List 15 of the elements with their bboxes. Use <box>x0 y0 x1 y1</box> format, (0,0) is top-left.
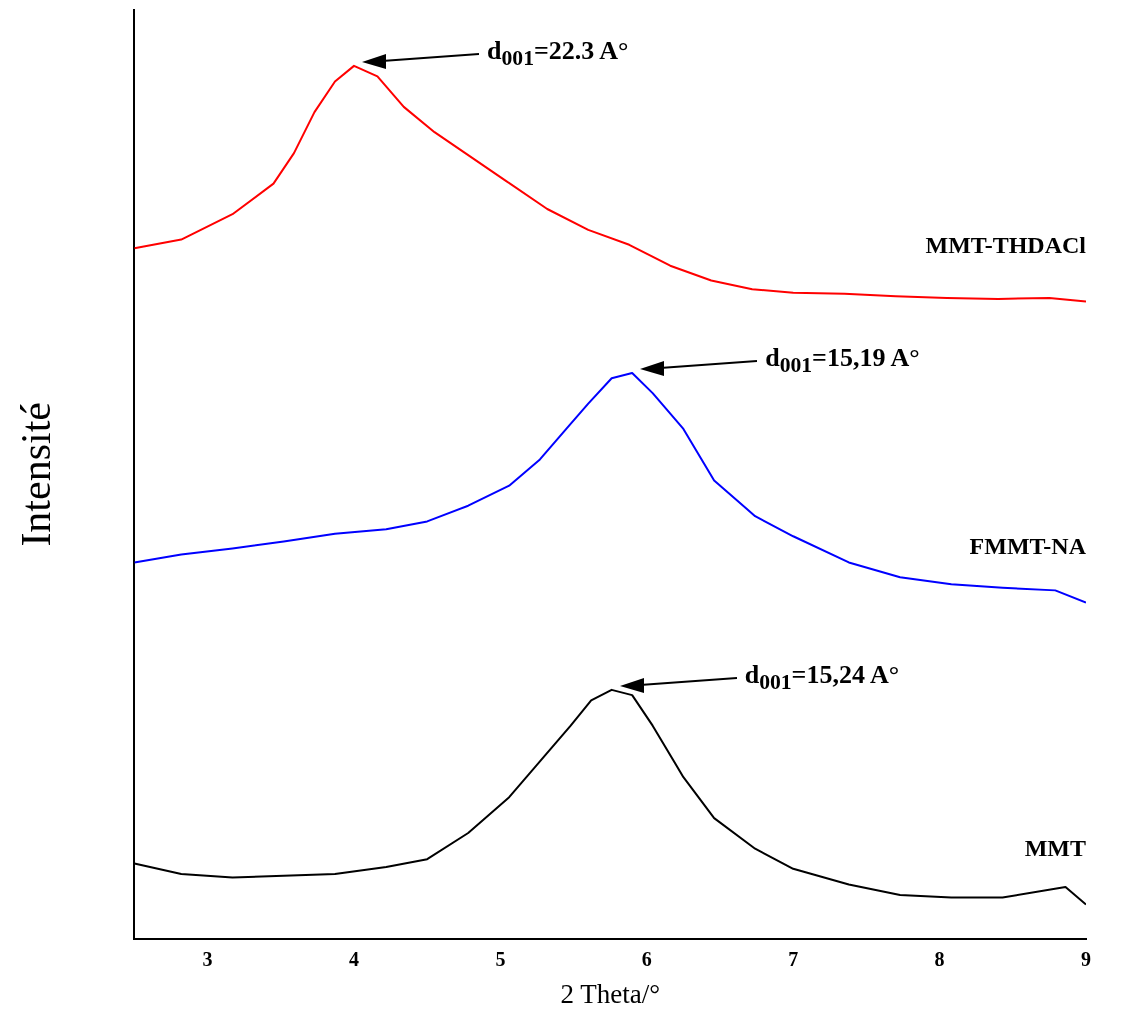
annotation: d$_{001}$=15,19 A° <box>765 343 920 379</box>
x-tick-label: 6 <box>641 947 652 970</box>
x-axis-title: 2 Theta/° <box>560 978 660 1009</box>
x-tick-label: 5 <box>495 947 506 970</box>
x-tick-label: 8 <box>934 947 945 970</box>
x-tick-label: 9 <box>1081 947 1091 970</box>
x-tick-label: 3 <box>202 947 213 970</box>
series-label: MMT <box>1024 834 1086 861</box>
y-axis-title: Intensité <box>13 401 60 547</box>
series-label: MMT-THDACl <box>925 231 1087 258</box>
x-tick-label: 4 <box>349 947 359 970</box>
annotation: d$_{001}$=22.3 A° <box>487 35 629 72</box>
series-label: FMMT-NA <box>969 532 1087 559</box>
annotation: d$_{001}$=15,24 A° <box>744 659 900 696</box>
x-tick-label: 7 <box>788 947 799 970</box>
